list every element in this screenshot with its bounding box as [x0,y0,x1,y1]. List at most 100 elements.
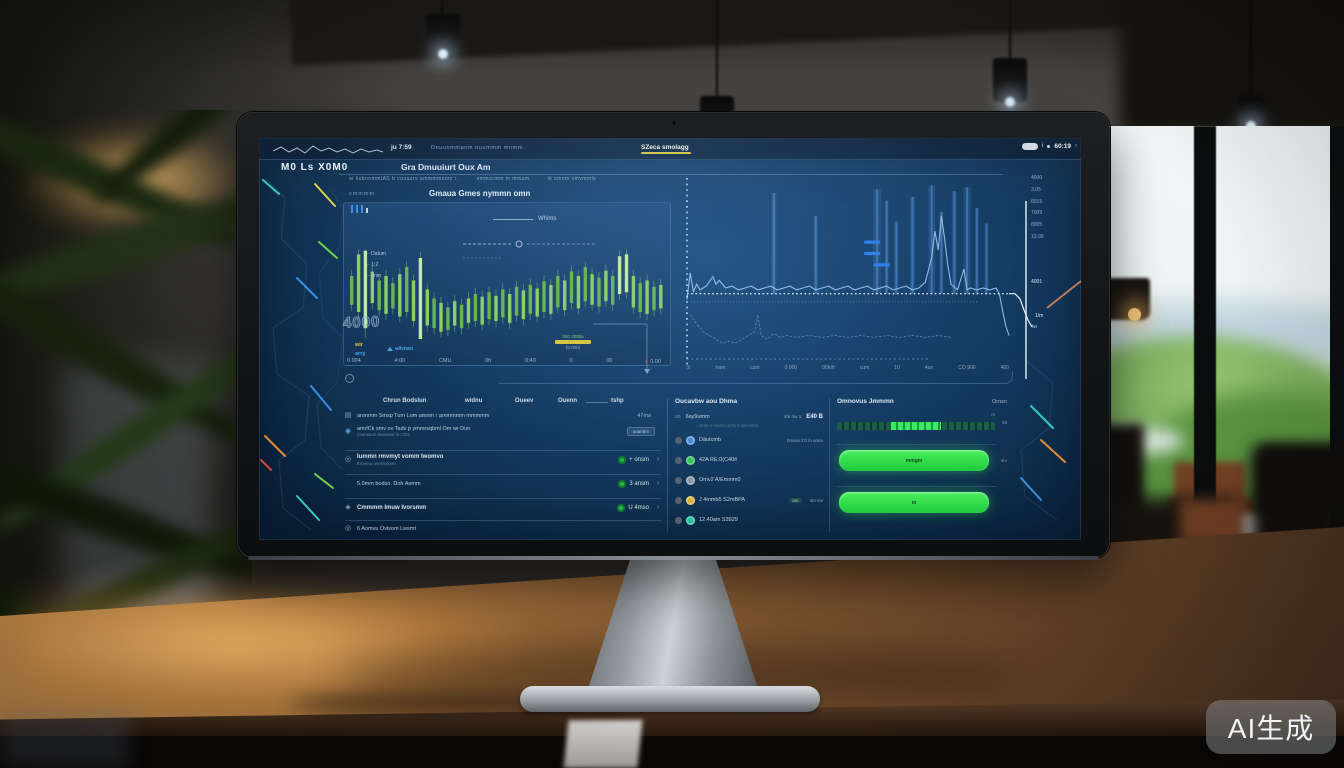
toggle-pill[interactable] [1022,143,1039,151]
candlestick-plot [350,249,663,339]
chevron-right-icon[interactable]: › [657,480,660,487]
y-tick-label: 8005 [1031,222,1043,228]
tag-badge: am [789,497,802,504]
mini-histogram-icon [351,205,368,213]
column-header[interactable]: Ouenn [558,398,608,404]
side-tick: 48 [1001,420,1007,425]
chart-annotations [463,240,650,374]
table-row[interactable]: ◎ Iummn rmvmyt vomm Iwomvo Emvmu ovnmmmm… [343,454,665,466]
end-sub-label: tw [1032,324,1037,330]
floor-glint [0,714,130,768]
side-tick: 4m [1000,458,1007,463]
x-tick-label: cum [859,365,870,371]
column-header[interactable]: Oueev [515,398,534,404]
status-pill: ooannm [626,427,655,437]
caret-icon[interactable]: › [1075,143,1077,150]
panel-title: Oucavbw aou Dhma [675,398,738,405]
value-badge: U 4mso [617,504,649,513]
summary-note: zmra w wavna 2xTa m ammmm [699,423,758,428]
coin-icon [686,436,695,445]
chevron-right-icon[interactable]: › [657,504,660,511]
hanging-lamp [1104,278,1150,320]
lamp-wire [1009,0,1011,60]
desk-light-glow [20,580,520,710]
card-corner-label: cmmmm [349,191,376,197]
x-tick-label: S [687,365,691,371]
y-tick-label: 7009 [1031,210,1043,217]
pendant-light [1238,96,1264,131]
table-row[interactable]: ◉ amrlCk smv ov Tadv p ymmrsqbml Om wr D… [343,426,665,437]
avatar [675,457,682,464]
x-tick-label: 0 [569,358,573,364]
x-tick-label: 0 000 [784,365,798,371]
webcam-dot [671,120,677,126]
pendant-light [993,58,1027,107]
header-divider [339,174,1003,175]
blue-axis-label: arry [355,351,366,357]
green-dot-icon [618,456,627,465]
buy-button[interactable]: mmgm [839,450,989,471]
yellow-band-icon [555,340,591,345]
monitor-base [520,686,820,712]
table-row[interactable]: 5.0mm bodso. Doh Aomm 3 ansm › [343,480,665,489]
table-leg [563,720,643,768]
page-title: Gra Dmuuiurt Oux Am [401,162,491,172]
column-header[interactable]: widnu [465,398,483,404]
subnav-item[interactable]: ik smom smvmmls [547,176,597,182]
progress-meter [837,422,995,430]
x-tick-label: 00h/h [822,365,835,371]
topbar-menu[interactable]: Dnuunmmanm nuummm mnmm [431,145,524,151]
confirm-button[interactable]: m [839,492,989,513]
y-axis-mini-labels: Datum 1:2 anm [367,251,386,279]
coin-icon [686,476,695,485]
green-dot-icon [618,480,627,489]
ai-watermark: AI生成 [1206,700,1336,754]
chevron-right-icon[interactable]: › [657,456,660,463]
brand-logo[interactable]: M0 Ls X0M0 [281,162,349,173]
doc-icon: ▤ [344,412,352,419]
x-tick-label: 4:00 [394,358,406,364]
end-value-label: 4001 [1031,279,1043,285]
y-tick-label: 13.00 [1031,233,1044,240]
card-border-edge [499,372,1013,384]
panel-corner-link[interactable]: Ornso [992,399,1007,405]
list-item[interactable]: 42A RE.0(C40# [675,456,823,465]
diamond-icon: ◈ [345,504,351,511]
ring-icon: ◎ [344,525,352,532]
x-tick-label: cum [750,365,760,371]
panel-rule [837,486,997,487]
value-badge: 3 ansm [618,480,649,489]
table-row[interactable]: ◈ Cmmmm Imuw Ivorsmm U 4mso › [343,504,665,513]
table-header: Chrun Bodslun widnu Oueev Ouenn tshp [343,398,665,408]
status-dot [1047,145,1051,149]
row-divider [345,520,661,521]
coin-icon [686,456,695,465]
topbar-active-tab[interactable]: SZeca smolagg [641,144,691,156]
column-header[interactable]: Chrun Bodslun [383,398,427,404]
x-axis-labels: 0.004 4:00 CMU 0h 0:40 0 00 0.00 [347,358,661,365]
table-row[interactable]: ▤ aronmm Smsp Tum Lom amnm r ammmmm mmmm… [344,412,651,419]
column-header[interactable]: tshp [611,398,624,404]
y-axis-labels: 4000 3.05 6015 7009 8005 13.00 [1031,175,1044,241]
list-item[interactable]: 12.40am S3929 [675,516,823,525]
summary-row: oo 6ay9umm 4m mv 1 E40 B [675,414,823,420]
gear-icon[interactable]: ◔ [345,374,354,383]
subnav-item[interactable]: ai ksbnnmmlAS b covusrv ammmmsnm r. [349,176,459,182]
x-tick-label: 0.004 [347,358,361,364]
list-item[interactable]: J 4mmb5 S2mBPA am 4m mv [675,496,823,505]
list-item[interactable]: Omv2 A/Emmm0 [675,476,823,485]
subnav-item[interactable]: ammormm m mmum [476,176,530,182]
table-row[interactable]: ◎ 6 Aomvu Ovlsom Lwsmt [344,525,416,532]
band-annotation: 000 2000a (0.000) [551,334,595,350]
panel-rule [837,444,997,445]
row-divider [345,498,661,499]
y-tick-label: 4000 [1031,175,1043,181]
x-tick-label: 10 [894,365,900,371]
chart-legend: Whims [493,216,556,223]
x-tick-label: 4un [924,365,934,371]
info-icon[interactable]: i [1042,143,1044,150]
list-item[interactable]: Dāutcmb 0mara 2'0 m amm [675,436,823,445]
coin-icon [686,496,695,505]
